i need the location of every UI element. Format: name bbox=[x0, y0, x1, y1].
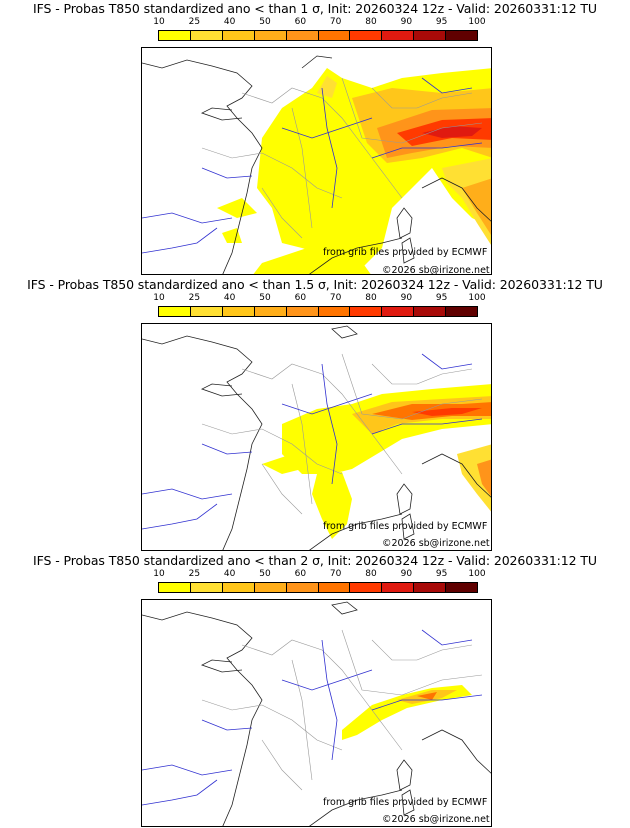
colorbar-tick-label: 25 bbox=[188, 293, 201, 303]
colorbar-tick-label: 70 bbox=[329, 569, 342, 579]
colorbar-tick-label: 10 bbox=[153, 17, 165, 27]
colorbar-tick-label: 100 bbox=[468, 293, 486, 303]
colorbar-tick-label: 100 bbox=[468, 17, 486, 27]
panel-title: IFS - Probas T850 standardized ano < tha… bbox=[33, 1, 597, 16]
colorbar-swatch bbox=[286, 31, 319, 40]
colorbar-tick-label: 70 bbox=[329, 17, 342, 27]
colorbar-swatch bbox=[414, 583, 447, 592]
colorbar-swatch bbox=[318, 583, 351, 592]
colorbar-tick-label: 50 bbox=[259, 293, 271, 303]
probability-shading bbox=[342, 685, 472, 740]
colorbar-tick-label: 80 bbox=[365, 293, 377, 303]
colorbar-tick-label: 40 bbox=[223, 569, 236, 579]
colorbar-tick-label: 60 bbox=[294, 17, 307, 27]
colorbar-tick-label: 80 bbox=[365, 17, 377, 27]
colorbar-swatch bbox=[159, 583, 191, 592]
colorbar-tick-label: 95 bbox=[435, 293, 448, 303]
borders bbox=[201, 353, 483, 515]
colorbar-swatch bbox=[286, 583, 319, 592]
rivers bbox=[142, 353, 483, 530]
colorbar-swatch bbox=[446, 583, 478, 592]
colorbar-swatch bbox=[414, 31, 447, 40]
colorbar-tick-label: 60 bbox=[294, 293, 307, 303]
colorbar-tick-label: 80 bbox=[365, 569, 377, 579]
colorbar-tick-label: 90 bbox=[400, 17, 413, 27]
colorbar-tick-label: 40 bbox=[223, 293, 236, 303]
colorbar bbox=[158, 582, 478, 593]
map-area: from grib files provided by ECMWF ©2026 … bbox=[141, 47, 492, 275]
colorbar-swatch bbox=[222, 31, 255, 40]
colorbar-ticks: 10 25 40 50 60 70 80 90 95 100 bbox=[153, 17, 485, 29]
colorbar-swatch bbox=[190, 583, 223, 592]
credit-source: from grib files provided by ECMWF bbox=[323, 247, 488, 258]
colorbar-tick-label: 25 bbox=[188, 17, 201, 27]
colorbar-swatch bbox=[286, 307, 319, 316]
colorbar-tick-label: 95 bbox=[435, 569, 448, 579]
colorbar-swatch bbox=[414, 307, 447, 316]
colorbar-swatch bbox=[318, 31, 351, 40]
credit-source: from grib files provided by ECMWF bbox=[323, 797, 488, 808]
credit-copyright: ©2026 sb@irizone.net bbox=[382, 538, 490, 549]
colorbar-swatch bbox=[382, 307, 415, 316]
colorbar-tick-label: 25 bbox=[188, 569, 201, 579]
colorbar bbox=[158, 30, 478, 41]
probability-shading bbox=[217, 68, 491, 274]
colorbar-tick-label: 60 bbox=[294, 569, 307, 579]
borders bbox=[201, 629, 483, 791]
rivers bbox=[142, 629, 483, 806]
colorbar-swatch bbox=[382, 31, 415, 40]
colorbar-tick-label: 10 bbox=[153, 293, 165, 303]
credit-copyright: ©2026 sb@irizone.net bbox=[382, 265, 490, 275]
colorbar-swatch bbox=[350, 307, 383, 316]
panel-title: IFS - Probas T850 standardized ano < tha… bbox=[27, 277, 603, 292]
colorbar-swatch bbox=[254, 307, 287, 316]
colorbar-swatch bbox=[222, 307, 255, 316]
borders bbox=[201, 77, 483, 239]
colorbar-swatch bbox=[318, 307, 351, 316]
colorbar-tick-label: 50 bbox=[259, 17, 271, 27]
colorbar-swatch bbox=[446, 31, 478, 40]
colorbar-swatch bbox=[159, 31, 191, 40]
map-area: from grib files provided by ECMWF ©2026 … bbox=[141, 323, 492, 551]
map-panel-1-5sigma: IFS - Probas T850 standardized ano < tha… bbox=[0, 276, 630, 552]
colorbar-tick-label: 50 bbox=[259, 569, 271, 579]
rivers bbox=[142, 77, 483, 254]
credit-source: from grib files provided by ECMWF bbox=[323, 521, 488, 532]
colorbar-tick-label: 40 bbox=[223, 17, 236, 27]
coastlines bbox=[142, 325, 491, 550]
coastlines bbox=[142, 55, 491, 274]
colorbar-swatch bbox=[254, 583, 287, 592]
colorbar-swatch bbox=[254, 31, 287, 40]
colorbar-tick-label: 90 bbox=[400, 569, 413, 579]
colorbar-tick-label: 90 bbox=[400, 293, 413, 303]
map-panel-2sigma: IFS - Probas T850 standardized ano < tha… bbox=[0, 552, 630, 828]
credit-copyright: ©2026 sb@irizone.net bbox=[382, 814, 490, 825]
colorbar-swatch bbox=[190, 307, 223, 316]
colorbar-swatch bbox=[350, 31, 383, 40]
colorbar-tick-label: 10 bbox=[153, 569, 165, 579]
colorbar-swatch bbox=[350, 583, 383, 592]
colorbar-swatch bbox=[446, 307, 478, 316]
colorbar-swatch bbox=[190, 31, 223, 40]
colorbar-ticks: 10 25 40 50 60 70 80 90 95 100 bbox=[153, 569, 485, 581]
colorbar-ticks: 10 25 40 50 60 70 80 90 95 100 bbox=[153, 293, 485, 305]
colorbar-swatch bbox=[159, 307, 191, 316]
colorbar-swatch bbox=[222, 583, 255, 592]
map-area: from grib files provided by ECMWF ©2026 … bbox=[141, 599, 492, 827]
coastlines bbox=[142, 601, 491, 826]
panel-title: IFS - Probas T850 standardized ano < tha… bbox=[33, 553, 597, 568]
colorbar-tick-label: 70 bbox=[329, 293, 342, 303]
colorbar-swatch bbox=[382, 583, 415, 592]
colorbar bbox=[158, 306, 478, 317]
colorbar-tick-label: 100 bbox=[468, 569, 486, 579]
colorbar-tick-label: 95 bbox=[435, 17, 448, 27]
map-panel-1sigma: IFS - Probas T850 standardized ano < tha… bbox=[0, 0, 630, 276]
